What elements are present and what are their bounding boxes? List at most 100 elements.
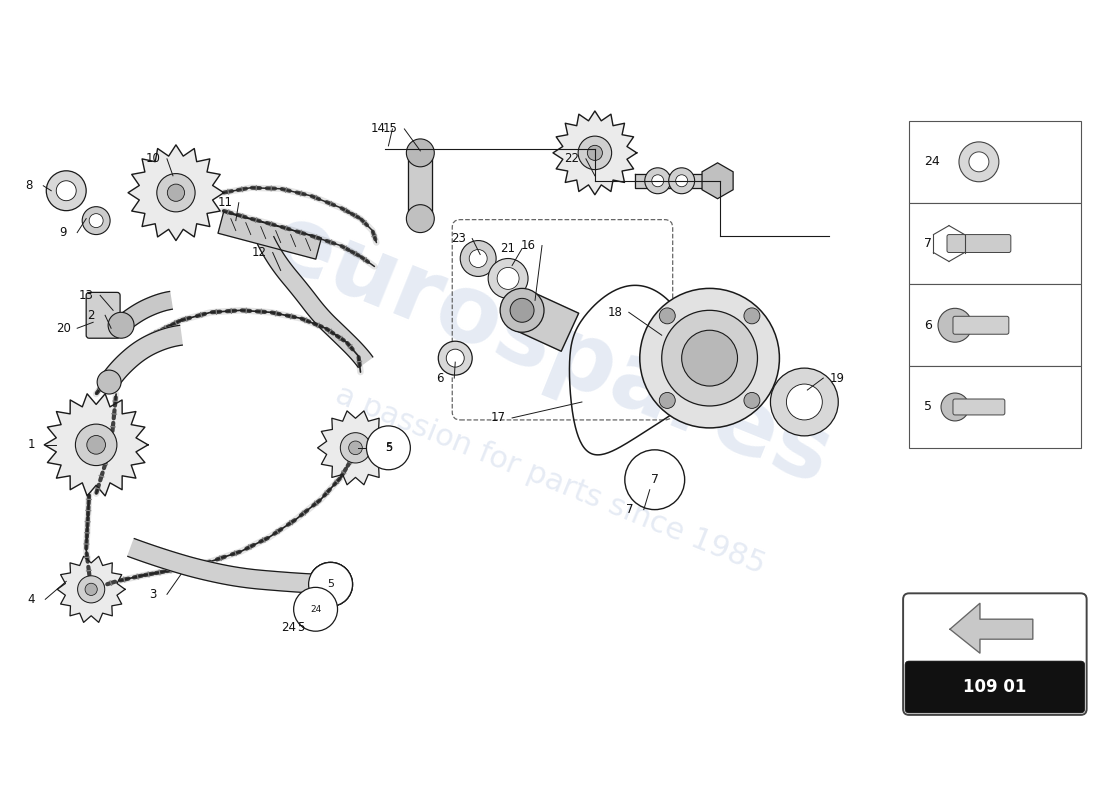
FancyBboxPatch shape — [953, 399, 1004, 415]
FancyBboxPatch shape — [909, 366, 1080, 448]
Text: 14: 14 — [371, 122, 386, 135]
Text: 15: 15 — [383, 122, 398, 135]
Text: eurospares: eurospares — [256, 196, 844, 505]
Circle shape — [309, 562, 352, 606]
Circle shape — [744, 393, 760, 408]
Text: 18: 18 — [607, 306, 623, 319]
Circle shape — [651, 174, 663, 186]
Circle shape — [645, 168, 671, 194]
Circle shape — [579, 136, 612, 170]
Circle shape — [460, 241, 496, 277]
Text: 23: 23 — [451, 232, 465, 245]
Circle shape — [587, 146, 603, 160]
Text: 2: 2 — [87, 309, 95, 322]
Polygon shape — [318, 411, 394, 485]
Polygon shape — [57, 556, 125, 622]
Circle shape — [770, 368, 838, 436]
Text: 9: 9 — [59, 226, 67, 239]
Text: 5: 5 — [924, 401, 932, 414]
Polygon shape — [101, 326, 183, 388]
Text: 109 01: 109 01 — [964, 678, 1026, 696]
Text: 12: 12 — [251, 246, 266, 259]
FancyBboxPatch shape — [909, 285, 1080, 366]
Circle shape — [447, 349, 464, 367]
Circle shape — [938, 308, 972, 342]
FancyBboxPatch shape — [909, 202, 1080, 285]
Text: 8: 8 — [25, 179, 33, 192]
Circle shape — [46, 170, 86, 210]
Circle shape — [438, 342, 472, 375]
Circle shape — [108, 312, 134, 338]
Circle shape — [488, 258, 528, 298]
FancyBboxPatch shape — [905, 661, 1085, 713]
Text: 5: 5 — [297, 621, 305, 634]
Text: 10: 10 — [145, 152, 161, 166]
Text: 17: 17 — [491, 411, 506, 425]
FancyBboxPatch shape — [903, 594, 1087, 715]
Text: 24: 24 — [282, 621, 296, 634]
Text: 5: 5 — [327, 579, 334, 590]
Circle shape — [85, 583, 97, 595]
Circle shape — [87, 435, 106, 454]
Text: 13: 13 — [79, 289, 94, 302]
Circle shape — [97, 370, 121, 394]
Polygon shape — [128, 145, 223, 241]
Text: 7: 7 — [924, 237, 932, 250]
Text: 24: 24 — [310, 605, 321, 614]
Circle shape — [959, 142, 999, 182]
Circle shape — [349, 441, 362, 454]
Circle shape — [669, 168, 694, 194]
Circle shape — [744, 308, 760, 324]
Circle shape — [82, 206, 110, 234]
FancyBboxPatch shape — [947, 234, 1011, 253]
Polygon shape — [408, 153, 432, 218]
FancyBboxPatch shape — [909, 121, 1080, 202]
Text: 5: 5 — [327, 579, 334, 590]
Circle shape — [500, 288, 544, 332]
Circle shape — [309, 562, 352, 606]
Text: 22: 22 — [564, 152, 580, 166]
Text: 6: 6 — [924, 318, 932, 332]
Circle shape — [406, 139, 434, 167]
Circle shape — [497, 267, 519, 290]
Text: 3: 3 — [150, 588, 156, 601]
Circle shape — [89, 214, 103, 228]
Polygon shape — [553, 111, 637, 194]
Text: 16: 16 — [520, 239, 536, 252]
Text: 7: 7 — [626, 503, 634, 516]
Polygon shape — [257, 237, 373, 367]
Polygon shape — [635, 174, 719, 188]
Circle shape — [167, 184, 185, 202]
Text: 20: 20 — [56, 322, 70, 334]
Circle shape — [406, 205, 434, 233]
Text: a passion for parts since 1985: a passion for parts since 1985 — [331, 380, 769, 579]
Text: 21: 21 — [500, 242, 516, 255]
Polygon shape — [44, 394, 148, 496]
Circle shape — [157, 174, 195, 212]
Circle shape — [675, 174, 688, 186]
Circle shape — [366, 426, 410, 470]
Text: 19: 19 — [829, 371, 845, 385]
Circle shape — [969, 152, 989, 172]
Text: 11: 11 — [218, 196, 232, 209]
Text: 4: 4 — [28, 593, 35, 606]
Text: 5: 5 — [385, 442, 392, 454]
Circle shape — [640, 288, 780, 428]
Text: 7: 7 — [651, 474, 659, 486]
Text: 6: 6 — [437, 371, 444, 385]
FancyBboxPatch shape — [953, 316, 1009, 334]
Text: 5: 5 — [385, 443, 392, 453]
Circle shape — [510, 298, 534, 322]
Circle shape — [78, 576, 104, 603]
Polygon shape — [128, 538, 311, 593]
Circle shape — [76, 424, 117, 466]
Text: 5: 5 — [327, 579, 334, 590]
Circle shape — [294, 587, 338, 631]
Circle shape — [56, 181, 76, 201]
Polygon shape — [218, 212, 321, 259]
Polygon shape — [514, 291, 579, 351]
Circle shape — [940, 393, 969, 421]
Circle shape — [340, 433, 371, 463]
Text: 1: 1 — [28, 438, 35, 451]
Circle shape — [786, 384, 823, 420]
